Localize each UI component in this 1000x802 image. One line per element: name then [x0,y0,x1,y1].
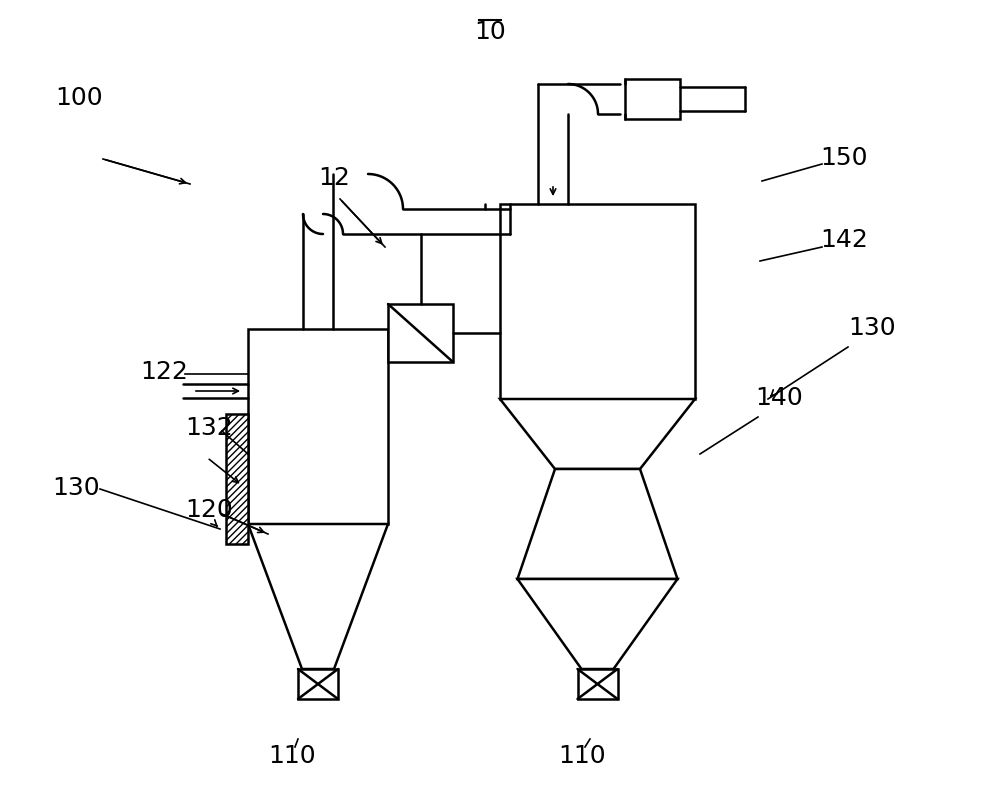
Text: 132: 132 [185,415,233,439]
Polygon shape [625,80,680,119]
Polygon shape [500,399,695,469]
Text: 142: 142 [820,228,868,252]
Text: 140: 140 [755,386,803,410]
Polygon shape [388,305,453,363]
Polygon shape [578,669,618,699]
Text: 100: 100 [55,86,103,110]
Text: 12: 12 [318,166,350,190]
Text: 122: 122 [140,359,188,383]
Text: 110: 110 [268,743,316,767]
Text: 10: 10 [474,20,506,44]
Polygon shape [248,525,388,669]
Text: 120: 120 [185,497,233,521]
Polygon shape [500,205,695,399]
Polygon shape [518,579,678,669]
Polygon shape [298,669,338,699]
Text: 130: 130 [848,316,896,339]
Polygon shape [518,469,678,579]
Text: 110: 110 [558,743,606,767]
Polygon shape [226,415,248,545]
Text: 150: 150 [820,146,868,170]
Text: 130: 130 [52,476,100,500]
Polygon shape [248,330,388,525]
